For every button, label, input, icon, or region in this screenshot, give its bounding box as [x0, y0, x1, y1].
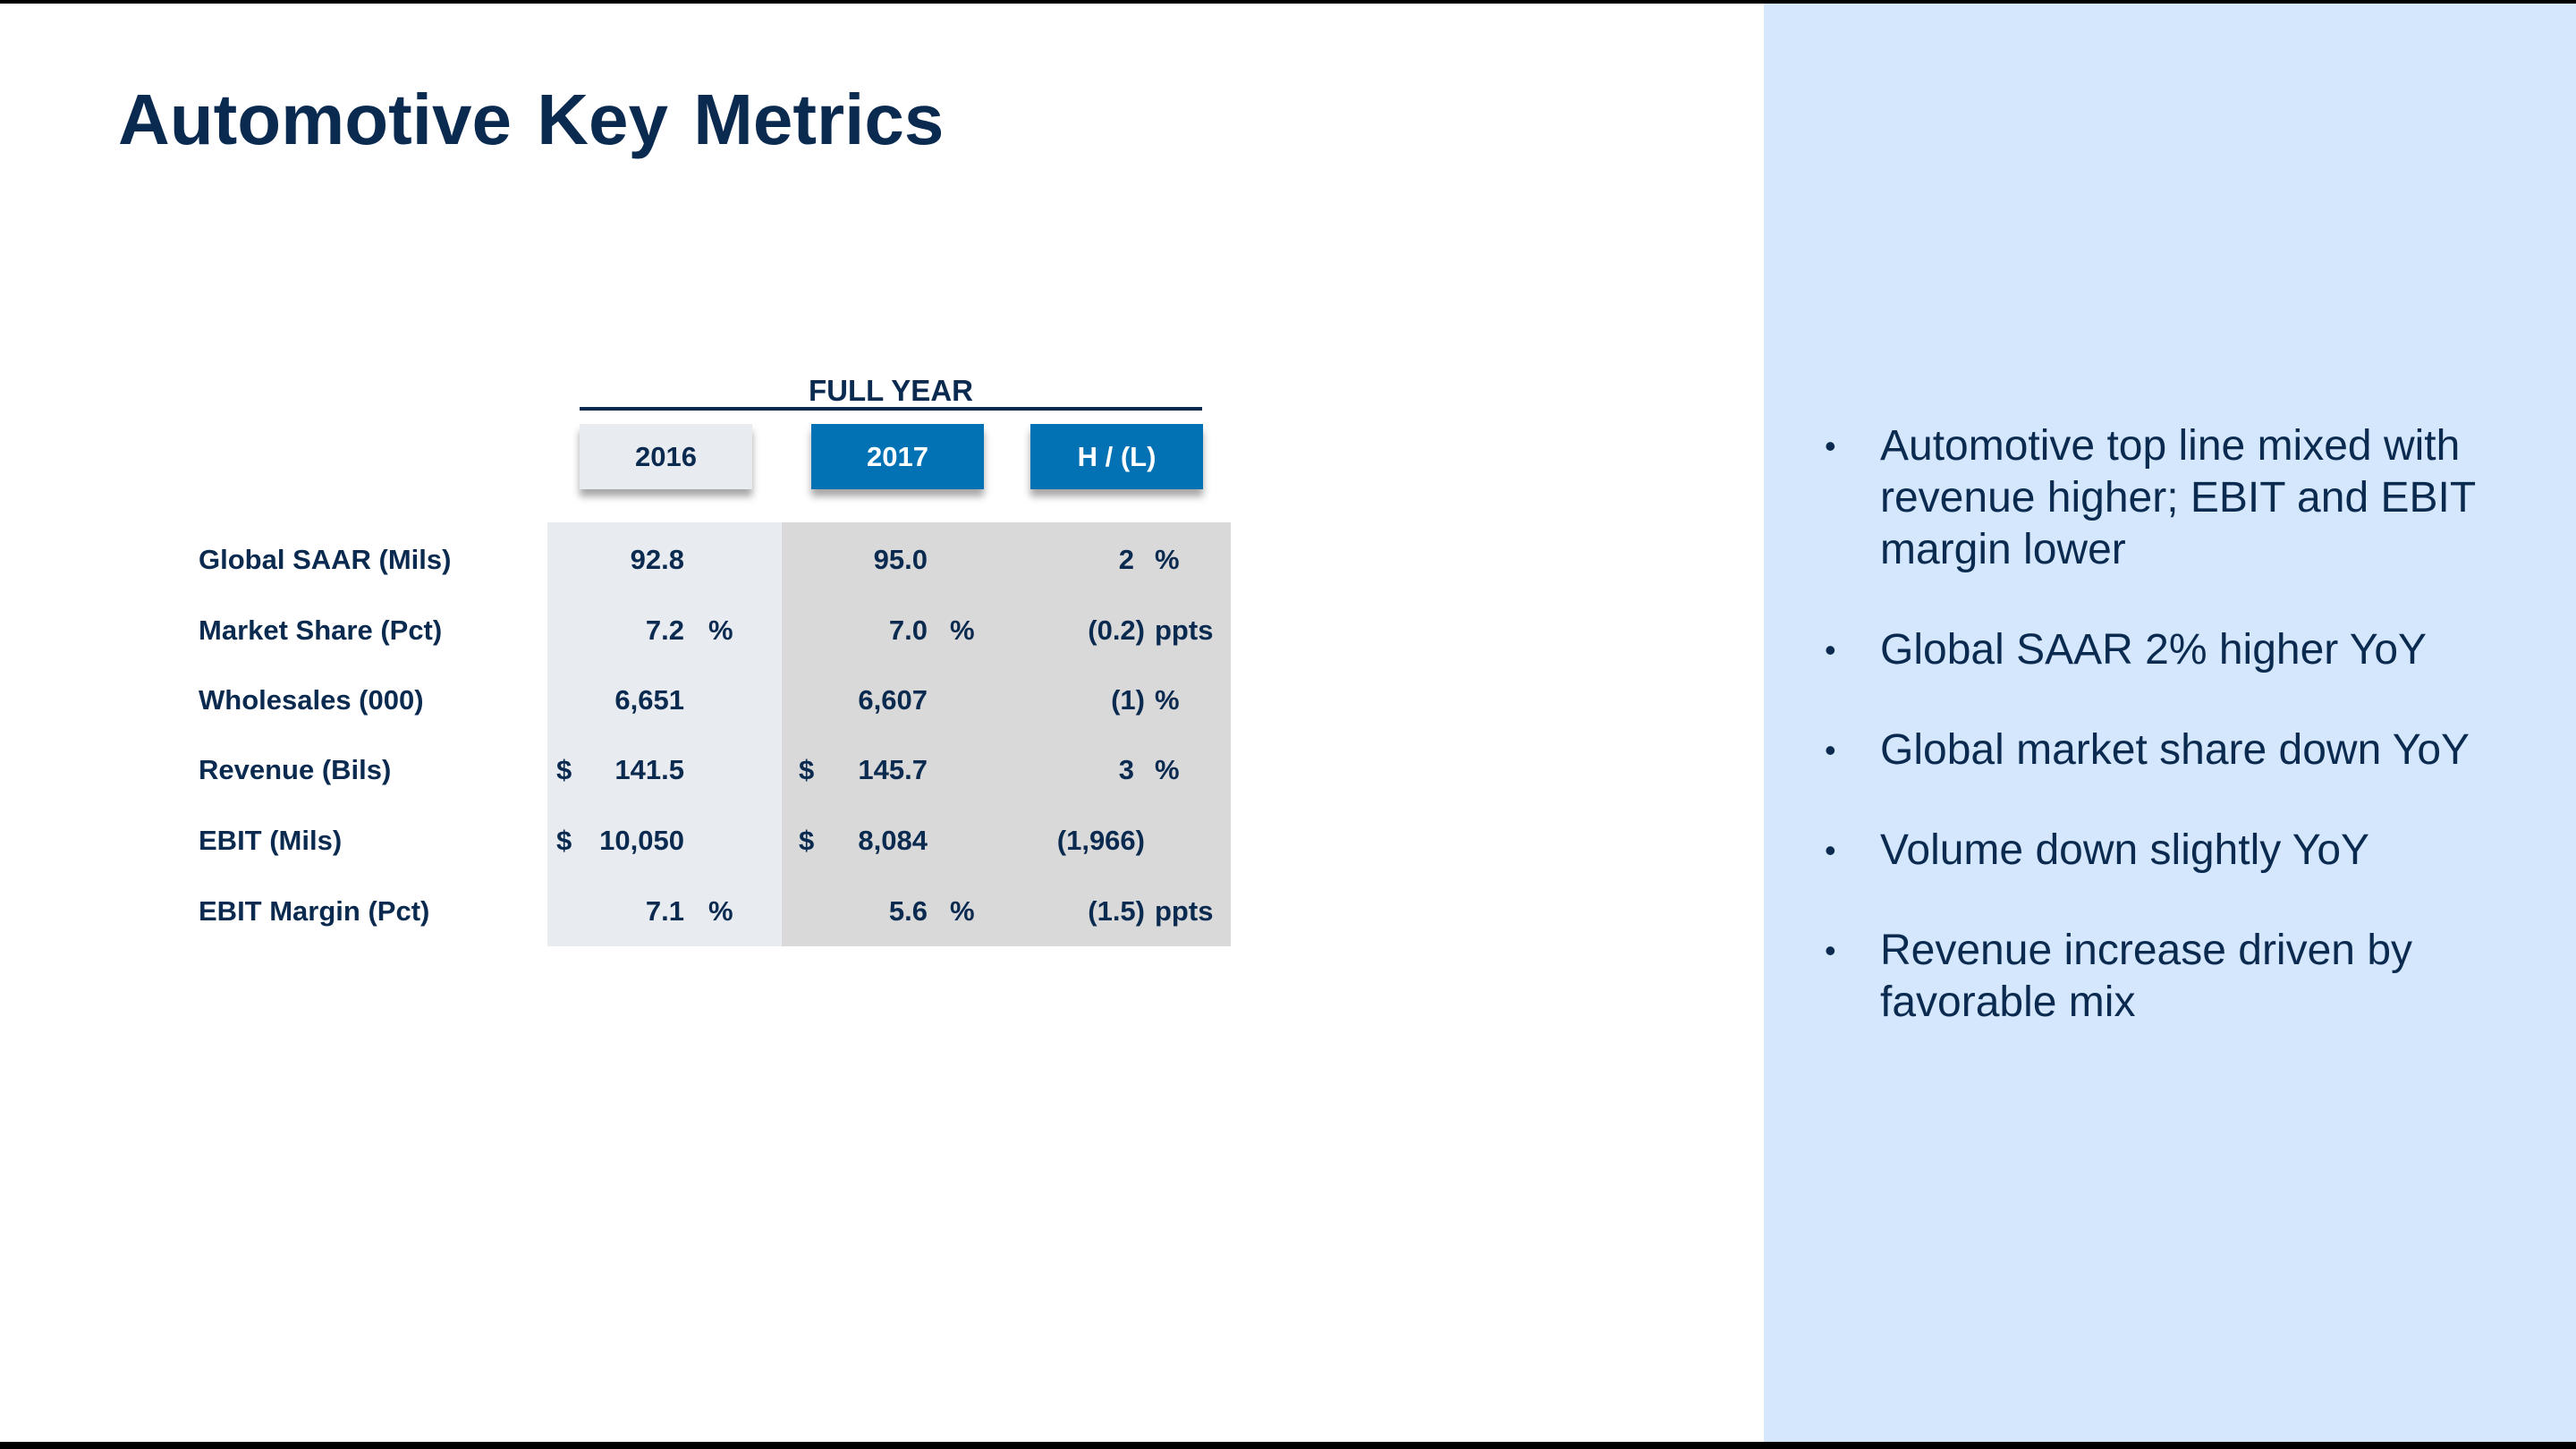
- unit-2017: %: [950, 895, 975, 927]
- row-label: Revenue (Bils): [199, 754, 392, 785]
- bullet-item: • Revenue increase driven by favorable mi…: [1825, 925, 2540, 1029]
- bullet-item: • Volume down slightly YoY: [1825, 825, 2540, 877]
- table-row: Revenue (Bils) $141.5 $145.7 3%: [0, 752, 2576, 788]
- value-change: (1.5): [1088, 895, 1145, 927]
- currency-2017: $: [799, 754, 815, 785]
- value-change: (1,966): [1056, 825, 1145, 856]
- column-header-higher-lower: H / (L): [1030, 424, 1203, 489]
- bottom-border: [0, 1442, 2576, 1449]
- unit-change: ppts: [1155, 895, 1214, 927]
- bullet-icon: •: [1825, 832, 1836, 869]
- value-change: (1): [1111, 684, 1145, 716]
- value-2016: 7.2: [645, 614, 684, 646]
- value-change: (0.2): [1088, 614, 1145, 646]
- unit-2016: %: [708, 614, 733, 646]
- row-label: EBIT (Mils): [199, 825, 343, 856]
- bullet-text: Volume down slightly YoY: [1880, 826, 2370, 874]
- table-row: EBIT Margin (Pct) 7.1% 5.6% (1.5) ppts: [0, 894, 2576, 929]
- unit-change: ppts: [1155, 614, 1214, 646]
- value-change: 3: [1118, 754, 1134, 785]
- column-header-2017: 2017: [811, 424, 984, 489]
- table-row: Market Share (Pct) 7.2% 7.0% (0.2) ppts: [0, 613, 2576, 648]
- bullet-text: Global market share down YoY: [1880, 726, 2470, 774]
- row-label: Wholesales (000): [199, 684, 424, 716]
- unit-2017: %: [950, 614, 975, 646]
- bullet-list: • Automotive top line mixed with revenue …: [1825, 420, 2540, 1077]
- value-change: 2: [1118, 544, 1134, 575]
- unit-2016: %: [708, 895, 733, 927]
- bullet-item: • Automotive top line mixed with revenue …: [1825, 420, 2540, 576]
- value-2016: 92.8: [630, 544, 684, 575]
- value-2016: 10,050: [599, 825, 684, 856]
- unit-change: %: [1155, 544, 1180, 575]
- value-2016: 6,651: [614, 684, 684, 716]
- row-label: Market Share (Pct): [199, 614, 443, 646]
- top-border: [0, 0, 2576, 4]
- bullet-item: • Global market share down YoY: [1825, 724, 2540, 776]
- currency-2016: $: [556, 754, 572, 785]
- value-2017: 95.0: [873, 544, 928, 575]
- bullet-item: • Global SAAR 2% higher YoY: [1825, 624, 2540, 676]
- column-2017-background: [782, 522, 1231, 946]
- value-2017: 8,084: [858, 825, 928, 856]
- column-header-2016: 2016: [580, 424, 752, 489]
- table-row: Global SAAR (Mils) 92.8 95.0 2%: [0, 542, 2576, 578]
- value-2017: 6,607: [858, 684, 928, 716]
- value-2016: 141.5: [614, 754, 684, 785]
- value-2017: 145.7: [858, 754, 928, 785]
- column-2016-background: [547, 522, 782, 946]
- unit-change: %: [1155, 684, 1180, 716]
- bullet-text: Revenue increase driven by favorable mix: [1880, 927, 2413, 1026]
- unit-change: %: [1155, 754, 1180, 785]
- bullet-text: Global SAAR 2% higher YoY: [1880, 626, 2428, 674]
- bullet-text: Automotive top line mixed with revenue h…: [1880, 422, 2476, 573]
- full-year-header: FULL YEAR: [809, 374, 973, 407]
- currency-2016: $: [556, 825, 572, 856]
- currency-2017: $: [799, 825, 815, 856]
- page-title: Automotive Key Metrics: [118, 80, 945, 159]
- bullet-icon: •: [1825, 631, 1836, 668]
- bullet-icon: •: [1825, 428, 1836, 464]
- value-2017: 5.6: [888, 895, 928, 927]
- summary-panel: [1764, 4, 2576, 1442]
- row-label: Global SAAR (Mils): [199, 544, 452, 575]
- full-year-underline: [580, 407, 1202, 411]
- bullet-icon: •: [1825, 732, 1836, 768]
- value-2017: 7.0: [888, 614, 928, 646]
- row-label: EBIT Margin (Pct): [199, 895, 430, 927]
- table-row: EBIT (Mils) $10,050 $8,084 (1,966): [0, 823, 2576, 859]
- value-2016: 7.1: [645, 895, 684, 927]
- table-row: Wholesales (000) 6,651 6,607 (1)%: [0, 682, 2576, 718]
- bullet-icon: •: [1825, 932, 1836, 969]
